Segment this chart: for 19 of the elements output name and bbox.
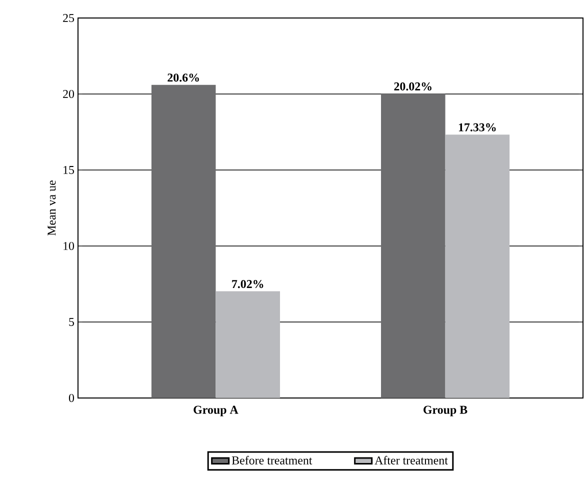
y-axis-title: Mean va ue bbox=[48, 180, 56, 236]
y-tick-label: 25 bbox=[63, 14, 74, 22]
y-tick-label: 10 bbox=[64, 242, 74, 250]
data-label: 20.6% bbox=[168, 74, 199, 82]
data-label: 7.02% bbox=[232, 280, 264, 288]
bar bbox=[151, 84, 216, 398]
x-tick-label: Group B bbox=[424, 406, 468, 416]
x-tick-label: Group A bbox=[194, 406, 238, 416]
y-tick-label: 15 bbox=[64, 166, 74, 174]
legend-label: Before treatment bbox=[232, 456, 312, 464]
bar bbox=[445, 134, 510, 398]
data-label: 17.33% bbox=[458, 123, 496, 132]
y-tick-label: 20 bbox=[63, 90, 74, 98]
y-tick-label: 5 bbox=[69, 318, 74, 326]
bar bbox=[216, 291, 280, 398]
data-label: 20.02% bbox=[394, 82, 432, 91]
legend-label: After treatment bbox=[374, 456, 448, 464]
bar bbox=[381, 94, 446, 398]
y-tick-label: 0 bbox=[68, 394, 74, 402]
